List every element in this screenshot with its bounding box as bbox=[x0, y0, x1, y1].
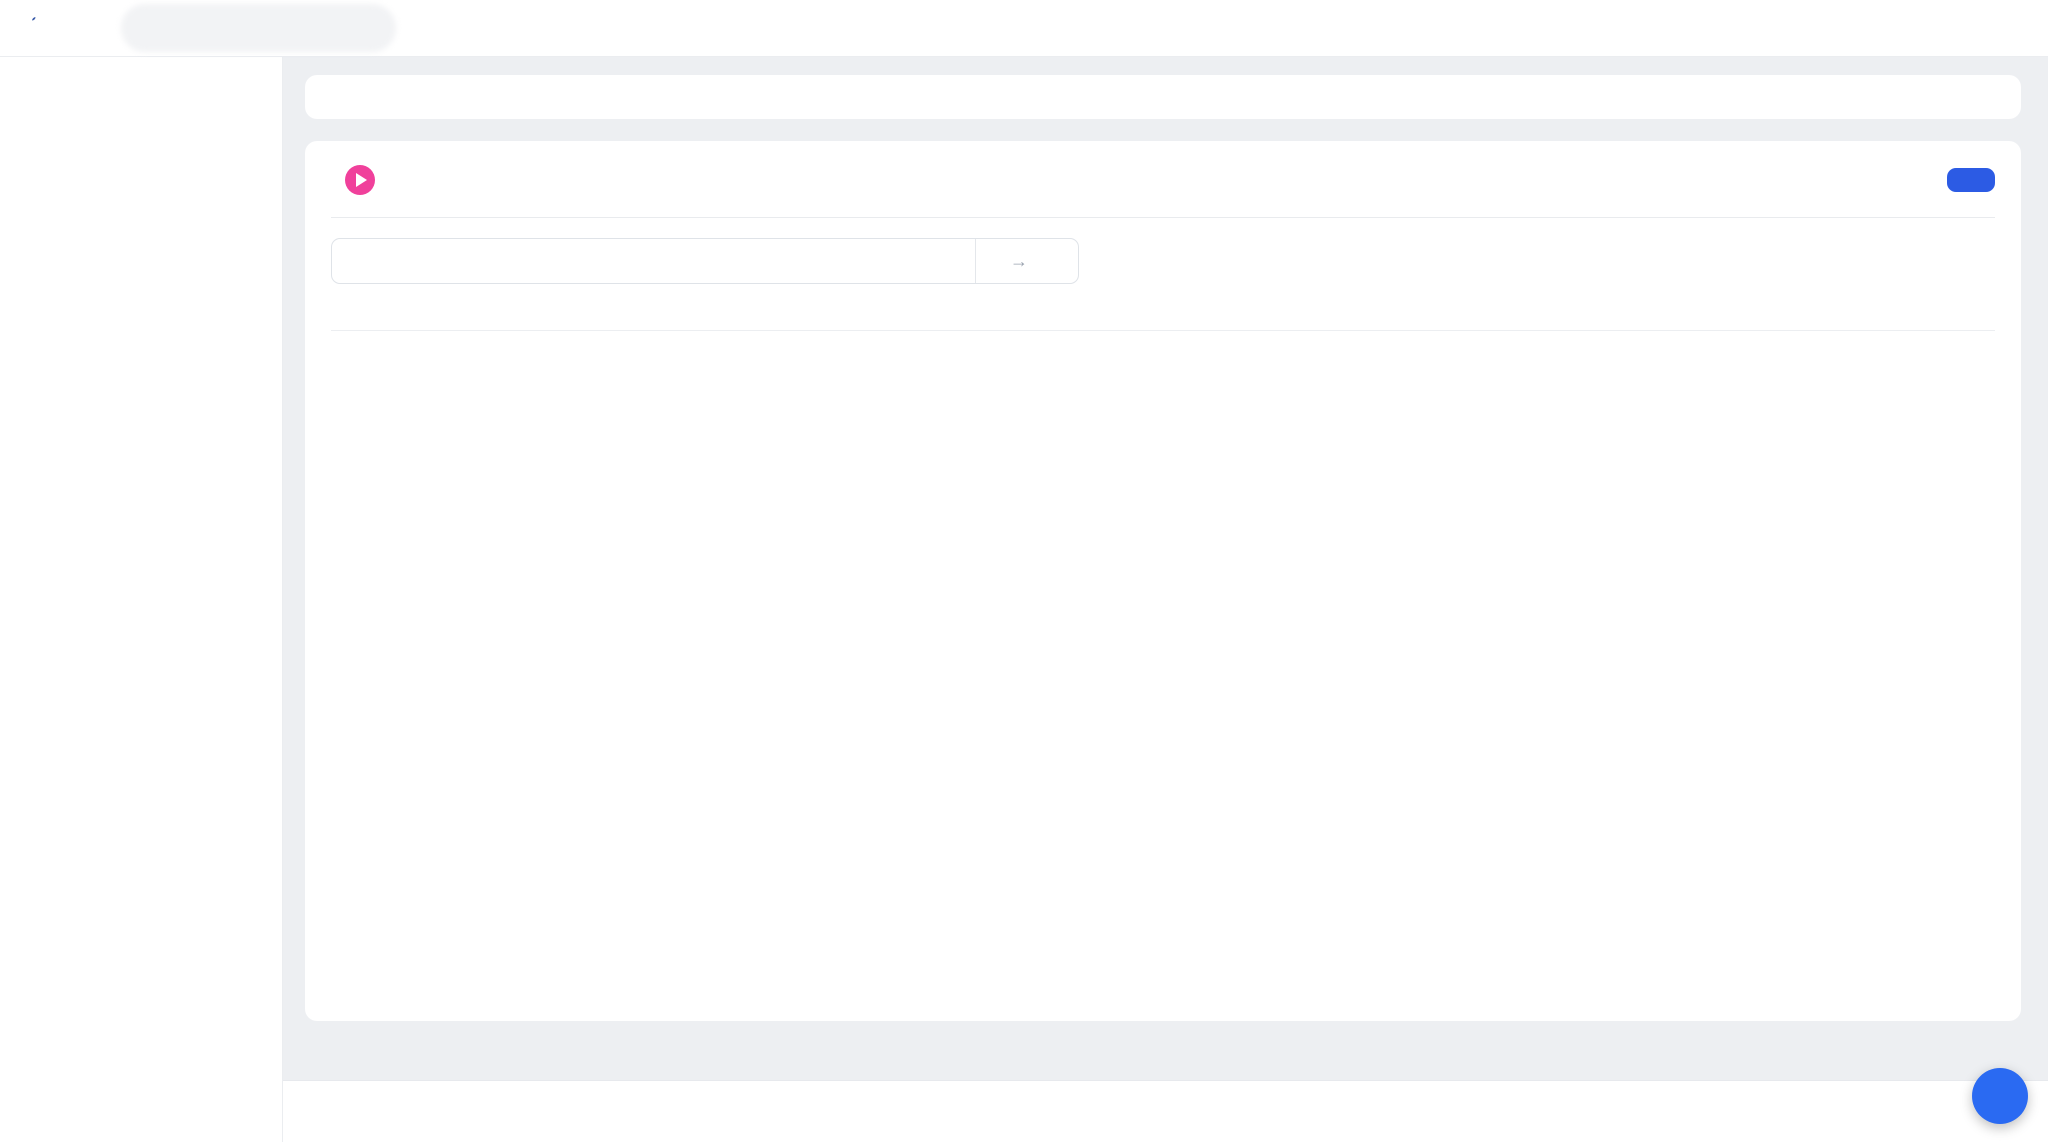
transaction-tabs bbox=[331, 217, 1995, 218]
sidebar bbox=[0, 57, 283, 1142]
tutorial-play-icon[interactable] bbox=[345, 165, 375, 195]
user-circle-icon[interactable] bbox=[1994, 15, 2020, 41]
sales-card: → bbox=[305, 141, 2021, 1021]
redacted-company-name bbox=[121, 4, 396, 52]
top-header bbox=[0, 0, 2048, 57]
stats-card bbox=[305, 75, 2021, 119]
date-range-picker[interactable]: → bbox=[975, 239, 1078, 283]
collapse-sidebar-icon[interactable] bbox=[14, 1104, 44, 1128]
bell-icon[interactable] bbox=[1892, 15, 1918, 41]
totals-bar bbox=[283, 1080, 2048, 1142]
search-and-date-box: → bbox=[331, 238, 1079, 284]
search-input[interactable] bbox=[360, 250, 959, 272]
table-header bbox=[331, 306, 1995, 331]
main-content: → bbox=[283, 57, 2048, 1142]
chat-support-button[interactable] bbox=[1972, 1068, 2028, 1124]
india-flag-icon bbox=[32, 17, 66, 39]
arrow-right-icon: → bbox=[1010, 250, 1028, 271]
megaphone-icon[interactable] bbox=[1943, 15, 1969, 41]
create-invoice-button[interactable] bbox=[1947, 168, 1995, 192]
bolt-icon[interactable] bbox=[1841, 15, 1867, 41]
app-logo[interactable] bbox=[0, 17, 66, 39]
